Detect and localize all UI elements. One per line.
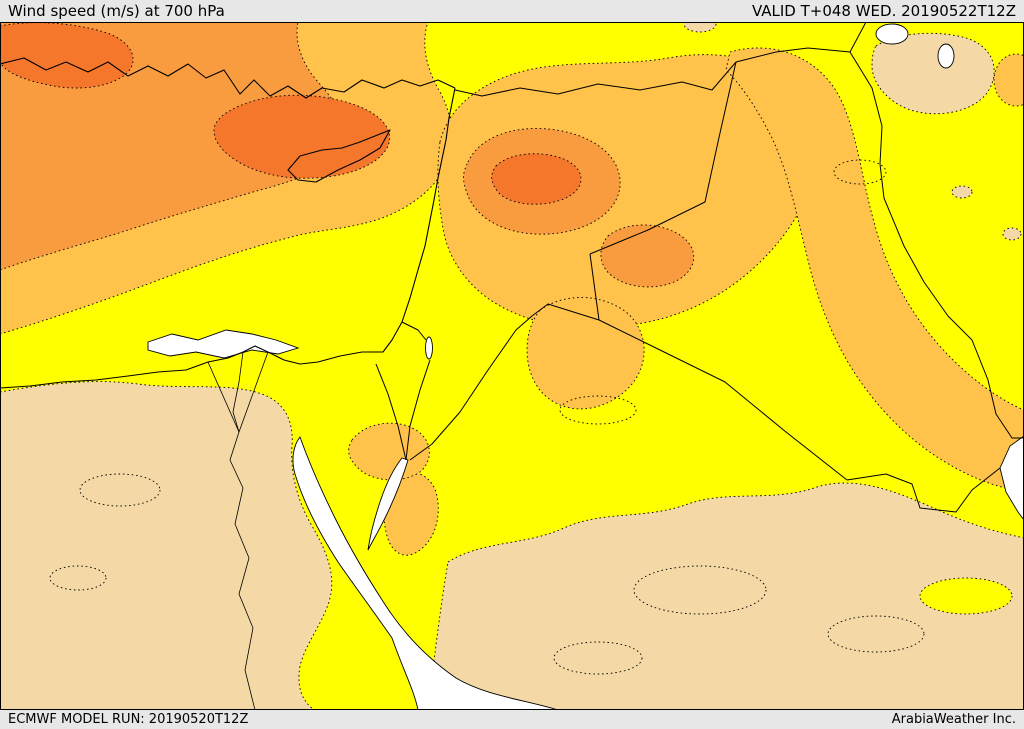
country-borders <box>375 22 1024 513</box>
mediterranean-lagoons <box>147 329 300 359</box>
valid-time-label: VALID T+048 WED. 20190522T12Z <box>751 2 1016 20</box>
nile-river <box>207 351 269 710</box>
map-canvas <box>0 22 1024 710</box>
contour-core-deep-nw-corner <box>0 22 134 89</box>
anatolia-coast <box>0 57 456 99</box>
contour-band-amber-zagros <box>725 47 1024 493</box>
red-sea <box>292 436 559 710</box>
header-bar: Wind speed (m/s) at 700 hPa VALID T+048 … <box>0 0 1024 22</box>
footer-bar: ECMWF MODEL RUN: 20190520T12Z ArabiaWeat… <box>0 710 1024 729</box>
border-jordan-iraq <box>589 253 600 321</box>
lake-northeast <box>937 43 955 69</box>
gulf-of-aqaba <box>367 457 409 551</box>
border-israel-jordan <box>401 321 431 461</box>
border-iraq-saudi <box>598 319 848 481</box>
lake-urmia <box>875 23 909 45</box>
coastlines <box>0 57 456 389</box>
contour-spot-beige-3 <box>1002 227 1022 241</box>
contour-band-beige-arabia <box>427 482 1024 710</box>
contour-core-deep-cyprus <box>213 94 390 179</box>
persian-gulf <box>999 435 1024 521</box>
contour-band-amber-tabuk <box>383 472 439 556</box>
border-iraq-iran <box>849 51 1024 439</box>
cyprus-outline <box>287 129 391 183</box>
contour-spot-beige-1 <box>683 22 717 33</box>
border-syria-iraq <box>589 61 737 255</box>
border-jordan-saudi <box>409 303 600 461</box>
contour-band-orange-iraq <box>600 224 695 288</box>
border-kuwait <box>846 467 1001 513</box>
contour-band-beige-northeast <box>871 32 995 115</box>
contour-hole-yellow-arabia <box>919 577 1013 615</box>
contour-spot-amber-ne-corner <box>993 53 1024 107</box>
map-title: Wind speed (m/s) at 700 hPa <box>8 2 225 20</box>
border-turkey-syria <box>454 61 737 97</box>
contour-band-beige-egypt <box>0 381 333 710</box>
branding-label: ArabiaWeather Inc. <box>891 711 1016 727</box>
contour-spot-beige-2 <box>951 185 973 199</box>
contour-band-amber-jordan <box>526 297 645 410</box>
levant-egypt-coast <box>0 87 456 389</box>
dead-sea <box>425 336 433 360</box>
border-turkey-iraq-iran <box>735 22 867 63</box>
border-egypt-israel <box>375 363 407 461</box>
texture-contours <box>49 159 925 675</box>
wind-speed-map <box>0 22 1024 710</box>
model-run-label: ECMWF MODEL RUN: 20190520T12Z <box>8 711 249 727</box>
contour-core-deep-syria <box>491 153 582 205</box>
